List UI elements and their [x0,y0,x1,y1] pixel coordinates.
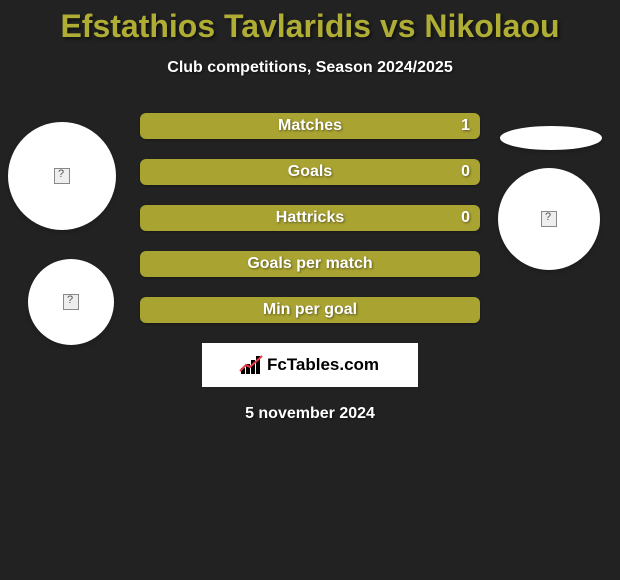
stat-row: Min per goal [0,297,620,323]
brand-box: FcTables.com [202,343,418,387]
brand-chart-icon [241,356,263,374]
stat-row: Goals 0 [0,159,620,185]
container: Efstathios Tavlaridis vs Nikolaou Club c… [0,0,620,580]
stat-label: Goals per match [247,255,372,273]
stat-bar: Matches 1 [140,113,480,139]
stat-row: Goals per match [0,251,620,277]
page-title: Efstathios Tavlaridis vs Nikolaou [0,0,620,45]
stat-value: 0 [461,163,470,181]
brand-text: FcTables.com [267,355,379,375]
stat-value: 1 [461,117,470,135]
stat-label: Goals [288,163,332,181]
date-text: 5 november 2024 [0,405,620,423]
stat-label: Hattricks [276,209,344,227]
stat-bar: Min per goal [140,297,480,323]
stat-bar: Goals 0 [140,159,480,185]
stat-label: Min per goal [263,301,357,319]
stat-value: 0 [461,209,470,227]
subtitle: Club competitions, Season 2024/2025 [0,59,620,77]
stat-row: Matches 1 [0,113,620,139]
stats-area: Matches 1 Goals 0 Hattricks 0 Goals per … [0,113,620,323]
stat-label: Matches [278,117,342,135]
stat-bar: Hattricks 0 [140,205,480,231]
stat-row: Hattricks 0 [0,205,620,231]
stat-bar: Goals per match [140,251,480,277]
